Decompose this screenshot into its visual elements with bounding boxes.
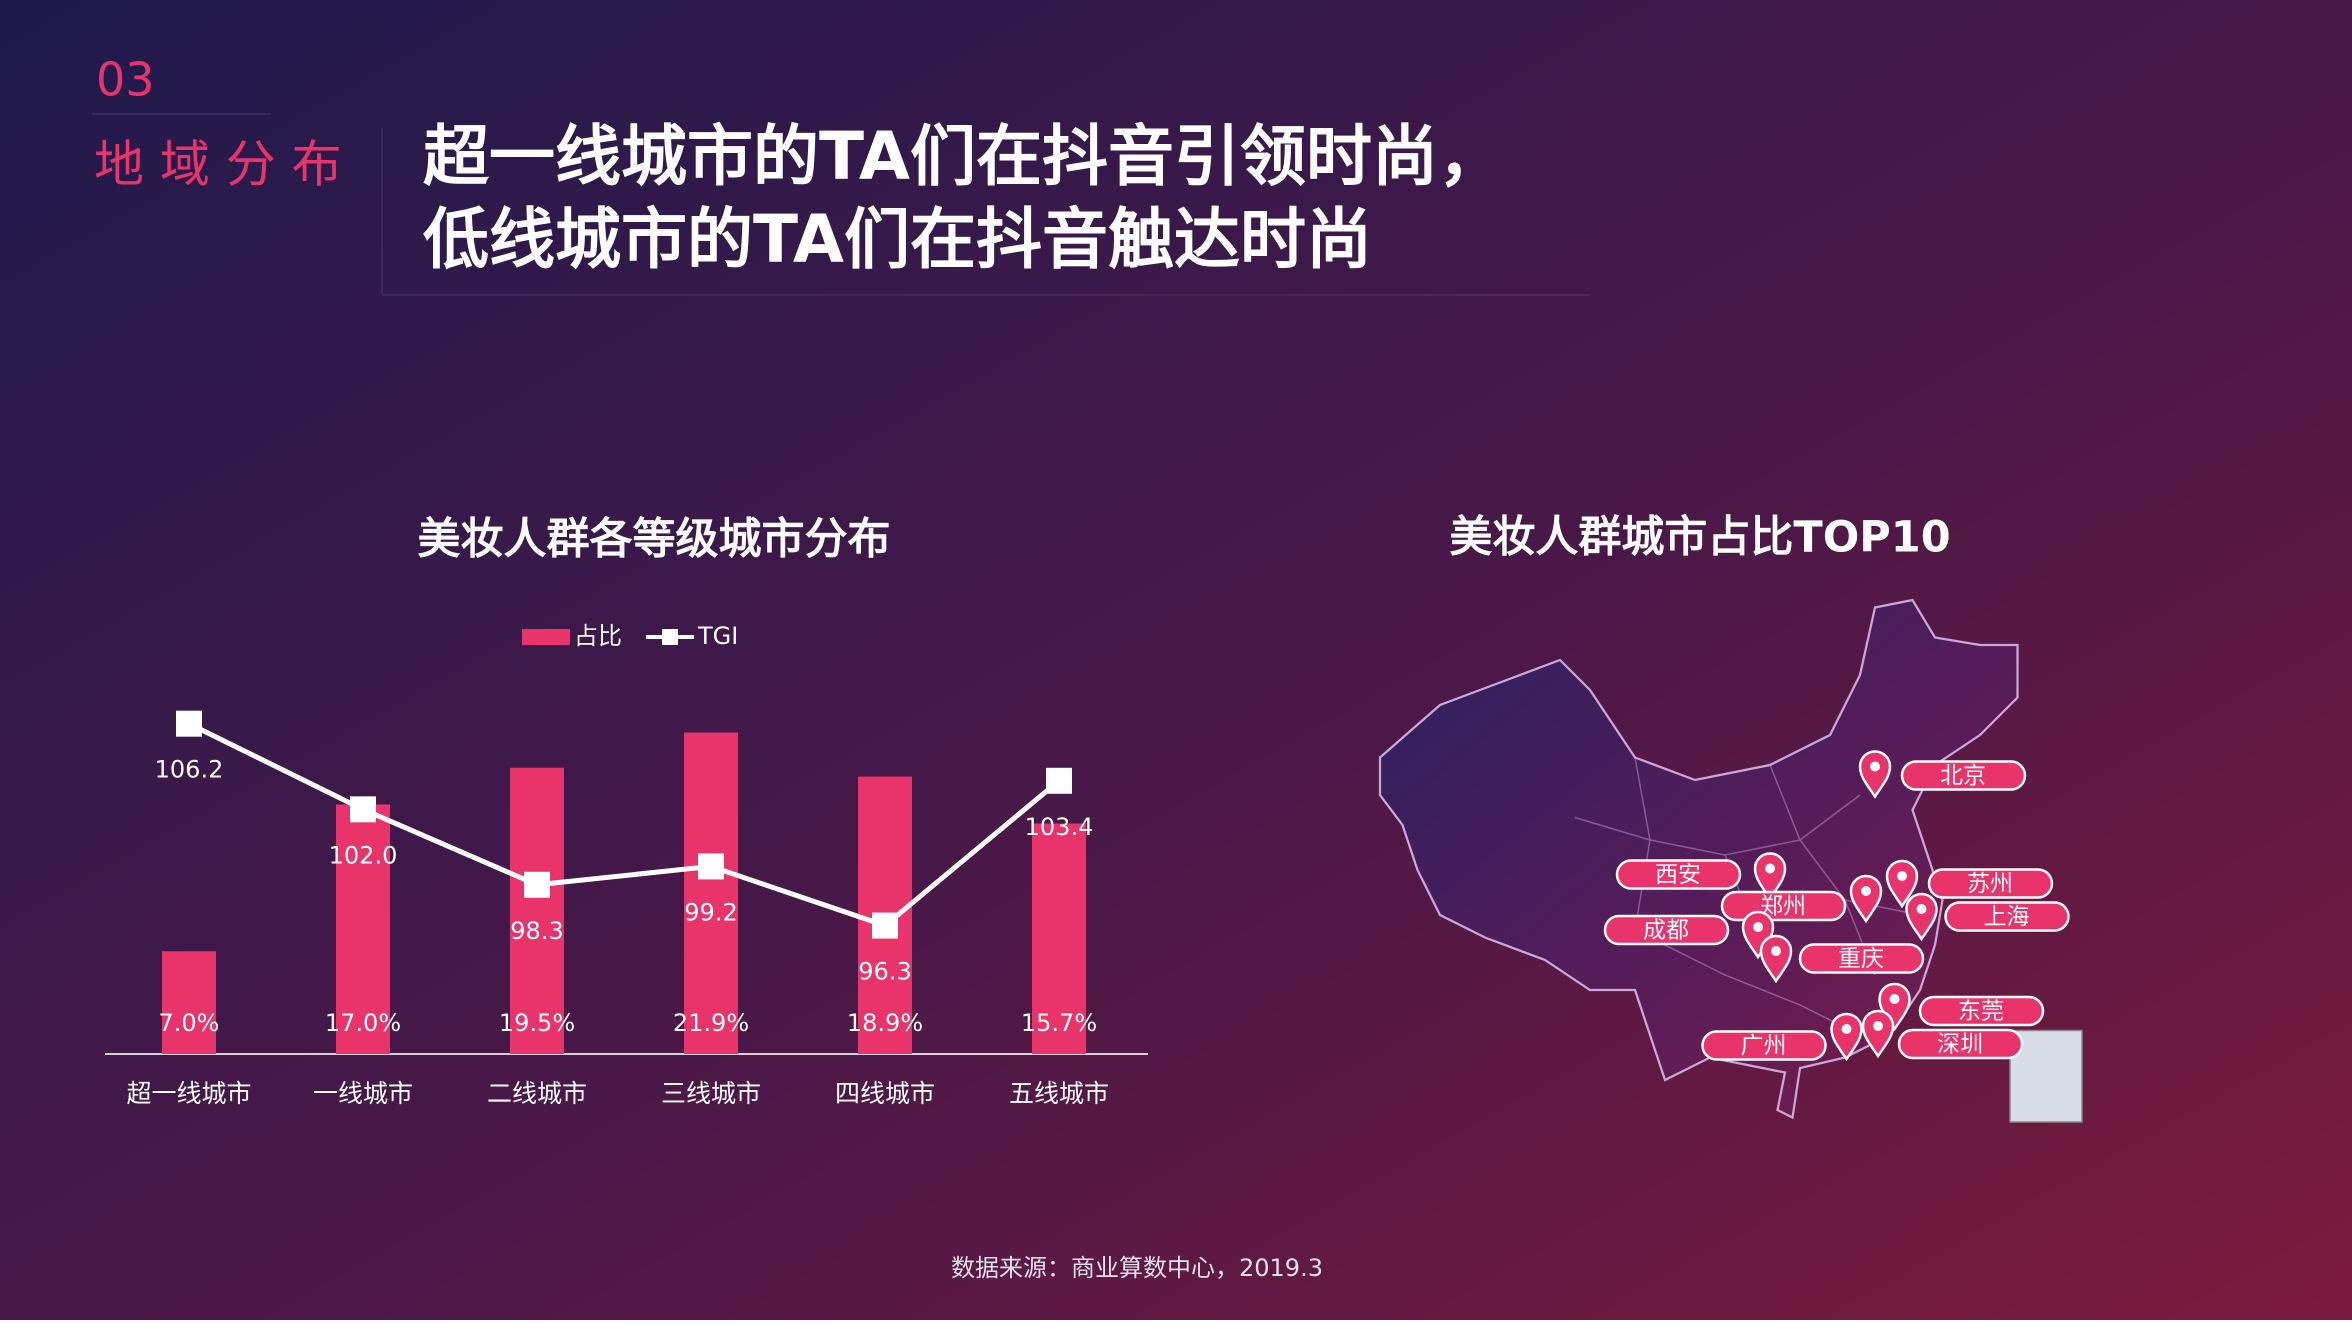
- x-tick-label: 三线城市: [661, 1079, 761, 1108]
- city-label: 苏州: [1967, 871, 2013, 897]
- city-pin: [1849, 874, 1883, 924]
- x-tick-label: 一线城市: [313, 1079, 413, 1108]
- city-label: 上海: [1984, 904, 2030, 930]
- tgi-value-label: 102.0: [329, 841, 398, 869]
- city-pin: [1759, 934, 1793, 984]
- city-pin-dot: [1771, 946, 1781, 956]
- bar-value-label: 17.0%: [325, 1009, 401, 1037]
- tgi-value-label: 98.3: [510, 917, 563, 945]
- tgi-point: [524, 871, 550, 898]
- china-outline: [1378, 598, 2019, 1120]
- chart-title: 美妆人群各等级城市分布: [418, 515, 891, 565]
- city-pin: [1905, 892, 1938, 942]
- map-title: 美妆人群城市占比TOP10: [1449, 513, 1950, 563]
- city-pin-dot: [1753, 922, 1763, 932]
- tgi-value-label: 96.3: [858, 958, 911, 986]
- bar: [684, 732, 738, 1054]
- tgi-point: [350, 796, 376, 823]
- city-pin-dot: [1916, 904, 1927, 914]
- tgi-value-label: 106.2: [155, 756, 224, 784]
- tgi-point: [872, 912, 898, 939]
- tgi-value-label: 99.2: [684, 898, 737, 926]
- bar-value-label: 21.9%: [673, 1009, 749, 1037]
- city-pin-dot: [1765, 863, 1775, 874]
- city-label: 北京: [1940, 763, 1986, 789]
- headline: 超一线城市的TA们在抖音引领时尚，: [423, 118, 1504, 195]
- city-pin-dot: [1897, 871, 1907, 881]
- city-label: 东莞: [1958, 999, 2004, 1025]
- x-tick-label: 五线城市: [1009, 1079, 1109, 1108]
- city-label-box: [1944, 901, 2070, 932]
- city-pin: [1885, 859, 1919, 909]
- city-label: 深圳: [1937, 1032, 1983, 1058]
- bar: [162, 951, 216, 1054]
- bar-value-label: 7.0%: [159, 1009, 220, 1037]
- city-pin-dot: [1870, 761, 1880, 772]
- legend-label: 占比: [574, 622, 622, 650]
- tgi-value-label: 103.4: [1025, 813, 1094, 841]
- x-tick-label: 二线城市: [487, 1079, 587, 1108]
- legend-swatch: [522, 629, 570, 645]
- bar-value-label: 19.5%: [499, 1009, 575, 1037]
- legend-label: TGI: [697, 622, 738, 650]
- city-label-box: [1927, 868, 2054, 899]
- city-label-box: [1897, 1028, 2024, 1060]
- city-label-box: [1900, 760, 2027, 791]
- bar: [1032, 823, 1086, 1054]
- city-pin: [1753, 852, 1787, 901]
- city-pin-dot: [1873, 1021, 1883, 1031]
- city-label: 西安: [1655, 862, 1701, 888]
- legend-marker: [662, 629, 678, 645]
- bar: [336, 804, 390, 1054]
- bar-value-label: 18.9%: [847, 1009, 923, 1037]
- tgi-point: [176, 710, 202, 737]
- city-label: 成都: [1643, 918, 1689, 944]
- city-label-box: [1918, 995, 2045, 1027]
- tgi-point: [698, 853, 724, 880]
- city-pin-dot: [1841, 1024, 1852, 1034]
- tgi-line: [187, 721, 1061, 929]
- x-tick-label: 超一线城市: [126, 1079, 251, 1108]
- section-number: 03: [96, 53, 155, 107]
- city-label-box: [1603, 914, 1730, 946]
- x-tick-label: 四线城市: [835, 1079, 935, 1108]
- city-pin-dot: [1889, 994, 1900, 1004]
- city-pin-dot: [1861, 886, 1871, 896]
- inset-map: [2009, 1029, 2083, 1123]
- city-label-box: [1798, 943, 1925, 974]
- city-label: 重庆: [1838, 946, 1884, 972]
- bar-value-label: 15.7%: [1021, 1009, 1097, 1037]
- headline: 低线城市的TA们在抖音触达时尚: [423, 201, 1372, 278]
- bar: [510, 767, 564, 1054]
- city-pin: [1861, 1009, 1895, 1059]
- city-pin: [1858, 750, 1892, 799]
- city-label: 广州: [1741, 1033, 1787, 1059]
- map: [1378, 598, 2083, 1123]
- section-title: 地 域 分 布: [94, 136, 342, 194]
- tgi-point: [1046, 767, 1072, 794]
- city-label-box: [1615, 859, 1742, 890]
- city-label-box: [1701, 1030, 1827, 1061]
- source: 数据来源：商业算数中心，2019.3: [951, 1254, 1323, 1282]
- city-pin: [1830, 1012, 1863, 1062]
